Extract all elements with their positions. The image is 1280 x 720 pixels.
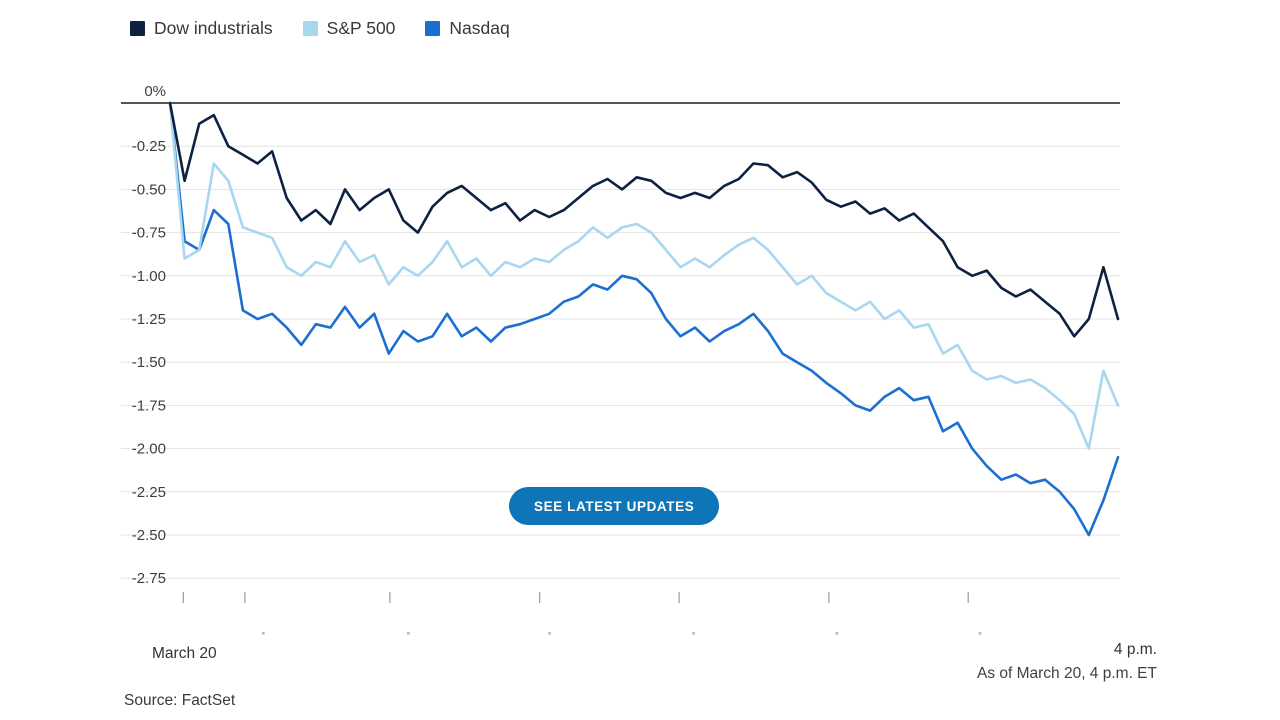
- y-axis-tick-label: -0.75: [132, 225, 166, 242]
- legend-item-nasdaq: Nasdaq: [425, 18, 510, 39]
- legend-label-dow: Dow industrials: [154, 18, 273, 38]
- sp500-swatch-icon: [302, 21, 318, 36]
- y-axis-tick-label: -2.75: [132, 570, 166, 587]
- dow-swatch-icon: [130, 21, 145, 36]
- legend-item-sp500: S&P 500: [302, 18, 396, 39]
- y-axis-tick-label: -2.25: [132, 484, 166, 501]
- series-line-dow: [168, 101, 1120, 338]
- y-axis-tick-label: -0.25: [132, 138, 166, 155]
- x-axis-dot: [978, 632, 982, 635]
- x-axis-end-label: 4 p.m.: [1113, 641, 1157, 658]
- as-of-note: As of March 20, 4 p.m. ET: [976, 665, 1157, 682]
- see-latest-updates-button[interactable]: SEE LATEST UPDATES: [509, 487, 720, 525]
- x-axis-dot: [548, 632, 551, 635]
- series-line-sp500: [168, 101, 1120, 450]
- x-axis-dot: [407, 632, 410, 635]
- nasdaq-swatch-icon: [425, 21, 441, 36]
- y-axis-tick-label: -0.50: [132, 181, 166, 198]
- series-line-nasdaq: [168, 101, 1120, 537]
- legend-label-sp500: S&P 500: [326, 18, 396, 38]
- y-axis-tick-label: -1.25: [132, 311, 166, 328]
- source-credit: Source: FactSet: [124, 692, 236, 709]
- x-axis-dot: [835, 632, 839, 635]
- legend-item-dow: Dow industrials: [130, 18, 273, 39]
- y-axis-tick-label: -1.75: [132, 397, 166, 414]
- x-axis-start-label: March 20: [152, 645, 217, 662]
- x-axis-dot: [262, 632, 265, 635]
- y-axis-tick-label: -2.50: [132, 527, 166, 544]
- y-axis-tick-label: -2.00: [132, 441, 166, 458]
- legend-label-nasdaq: Nasdaq: [449, 18, 510, 38]
- y-axis-tick-label: 0%: [144, 83, 166, 100]
- y-axis-tick-label: -1.00: [132, 268, 166, 285]
- x-axis-dot: [692, 632, 695, 635]
- y-axis-tick-label: -1.50: [132, 354, 166, 371]
- chart-legend: Dow industrials S&P 500 Nasdaq: [130, 18, 510, 39]
